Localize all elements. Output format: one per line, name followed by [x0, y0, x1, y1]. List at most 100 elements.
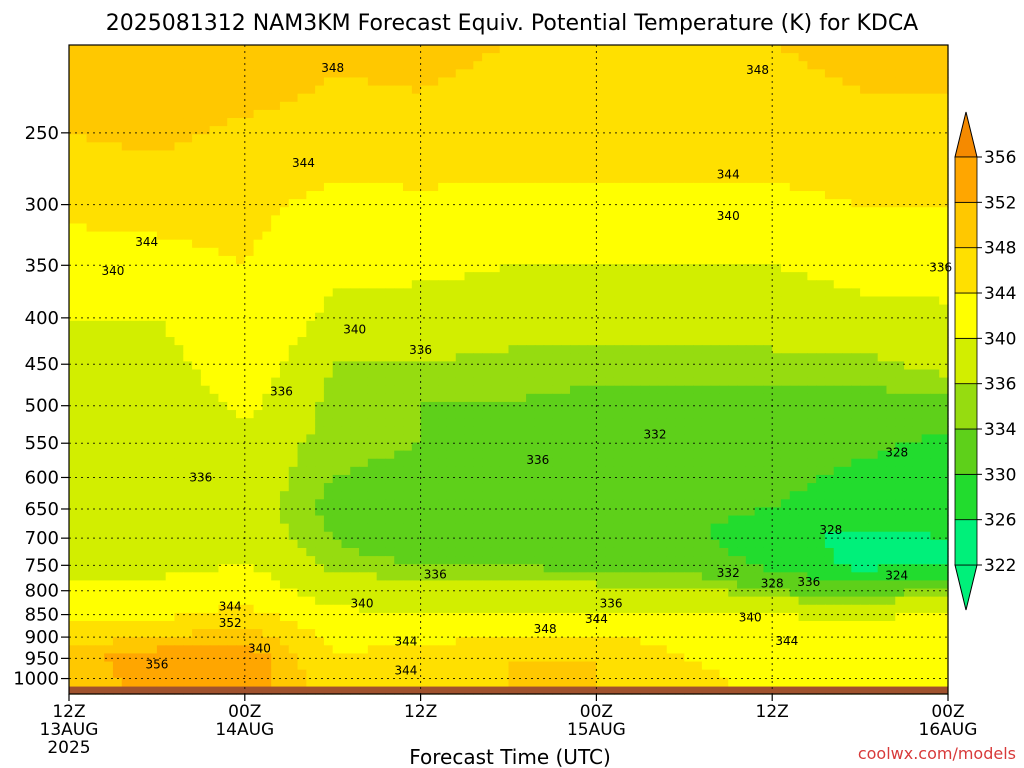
field-cell: [921, 61, 932, 70]
field-cell: [543, 369, 554, 379]
field-cell: [438, 215, 448, 225]
field-cell: [112, 174, 123, 184]
field-cell: [640, 191, 650, 200]
field-cell: [684, 328, 694, 338]
field-cell: [77, 264, 88, 273]
field-cell: [526, 304, 536, 314]
field-cell: [359, 239, 369, 249]
field-cell: [95, 320, 105, 330]
field-cell: [165, 304, 176, 314]
field-cell: [508, 77, 518, 87]
field-cell: [877, 288, 888, 298]
field-cell: [921, 272, 932, 281]
field-cell: [737, 280, 747, 289]
field-cell: [508, 61, 518, 70]
field-cell: [596, 385, 606, 395]
field-cell: [807, 426, 817, 435]
field-cell: [218, 442, 228, 452]
field-cell: [411, 109, 422, 119]
field-cell: [737, 264, 747, 273]
field-cell: [587, 199, 597, 208]
field-cell: [526, 255, 536, 265]
field-cell: [886, 264, 896, 273]
field-cell: [279, 377, 290, 387]
field-cell: [860, 280, 870, 289]
field-cell: [701, 182, 712, 192]
field-cell: [675, 231, 685, 241]
field-cell: [833, 231, 844, 241]
field-cell: [886, 255, 896, 265]
field-cell: [860, 53, 870, 62]
field-cell: [227, 182, 237, 192]
field-cell: [288, 377, 299, 387]
field-cell: [851, 166, 861, 176]
field-cell: [587, 239, 597, 249]
field-cell: [482, 304, 492, 314]
field-cell: [350, 337, 360, 346]
field-cell: [464, 93, 474, 103]
field-cell: [868, 207, 879, 216]
field-cell: [570, 85, 580, 95]
field-cell: [578, 223, 589, 233]
field-cell: [605, 393, 615, 403]
field-cell: [868, 345, 879, 354]
field-cell: [156, 69, 167, 79]
field-cell: [165, 296, 176, 306]
field-cell: [657, 215, 668, 225]
field-cell: [297, 45, 307, 54]
field-cell: [912, 247, 923, 257]
field-cell: [543, 272, 554, 281]
field-cell: [851, 199, 861, 208]
field-cell: [262, 53, 272, 62]
field-cell: [165, 320, 176, 330]
field-cell: [833, 280, 844, 289]
field-cell: [156, 182, 167, 192]
field-cell: [719, 264, 729, 273]
field-cell: [148, 312, 158, 322]
field-cell: [306, 174, 316, 184]
field-cell: [315, 353, 325, 362]
field-cell: [737, 158, 747, 168]
field-cell: [473, 199, 483, 208]
field-cell: [271, 304, 281, 314]
field-cell: [350, 264, 360, 273]
field-cell: [279, 328, 290, 338]
field-cell: [860, 101, 870, 111]
field-cell: [403, 288, 413, 298]
field-cell: [446, 369, 457, 379]
field-cell: [236, 142, 246, 152]
field-cell: [253, 77, 263, 87]
field-cell: [288, 393, 299, 403]
field-cell: [622, 320, 633, 330]
field-cell: [385, 410, 395, 419]
field-cell: [798, 182, 808, 192]
field-cell: [411, 255, 422, 265]
field-cell: [332, 223, 343, 233]
field-cell: [139, 337, 149, 346]
field-cell: [772, 426, 782, 435]
field-cell: [860, 77, 870, 87]
field-cell: [130, 118, 140, 127]
field-cell: [183, 158, 193, 168]
field-cell: [104, 345, 114, 354]
field-cell: [737, 45, 747, 54]
field-cell: [745, 312, 756, 322]
field-cell: [649, 93, 659, 103]
field-cell: [631, 166, 641, 176]
field-cell: [904, 296, 914, 306]
field-cell: [534, 231, 545, 241]
field-cell: [877, 142, 888, 152]
field-cell: [482, 264, 492, 273]
field-cell: [148, 239, 158, 249]
field-cell: [464, 434, 474, 444]
field-cell: [570, 223, 580, 233]
field-cell: [912, 280, 923, 289]
field-cell: [482, 393, 492, 403]
field-cell: [490, 353, 501, 362]
field-cell: [288, 223, 299, 233]
field-cell: [420, 272, 430, 281]
field-cell: [69, 280, 79, 289]
field-cell: [684, 410, 694, 419]
field-cell: [464, 393, 474, 403]
field-cell: [139, 304, 149, 314]
